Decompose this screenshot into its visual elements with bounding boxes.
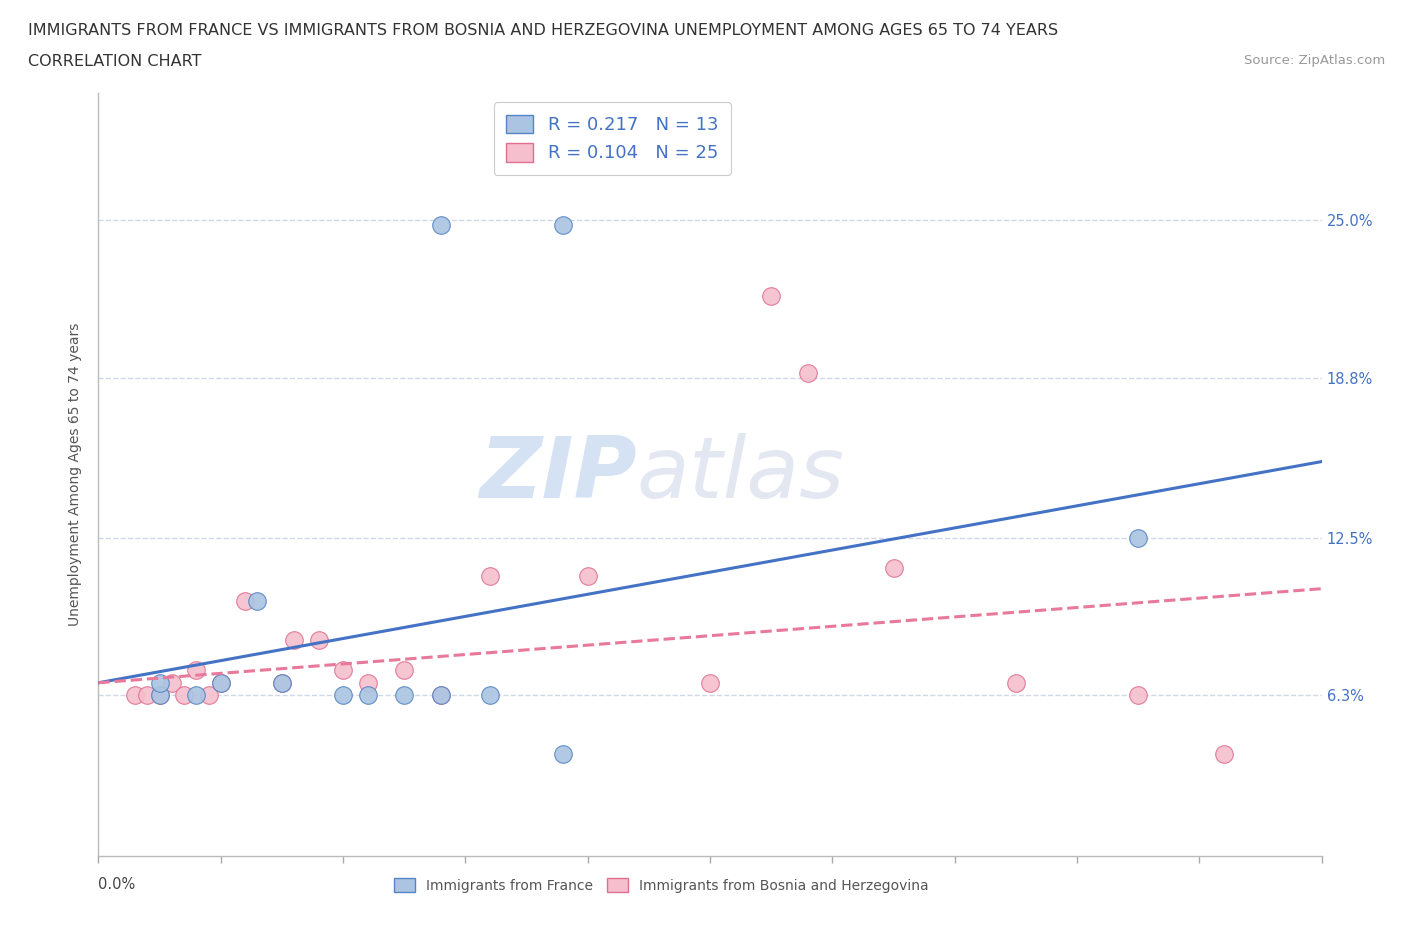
Point	[149, 688, 172, 703]
Point	[283, 632, 305, 647]
Text: CORRELATION CHART: CORRELATION CHART	[28, 54, 201, 69]
Point	[1128, 530, 1150, 545]
Point	[124, 688, 146, 703]
Point	[186, 662, 208, 677]
Point	[186, 688, 208, 703]
Point	[576, 568, 599, 583]
Text: IMMIGRANTS FROM FRANCE VS IMMIGRANTS FROM BOSNIA AND HERZEGOVINA UNEMPLOYMENT AM: IMMIGRANTS FROM FRANCE VS IMMIGRANTS FRO…	[28, 23, 1059, 38]
Point	[553, 218, 575, 232]
Point	[1212, 747, 1234, 762]
Point	[1004, 675, 1026, 690]
Point	[1128, 688, 1150, 703]
Point	[209, 675, 232, 690]
Point	[553, 747, 575, 762]
Point	[197, 688, 219, 703]
Text: atlas: atlas	[637, 432, 845, 516]
Text: 0.0%: 0.0%	[98, 877, 135, 892]
Point	[246, 594, 269, 609]
Point	[209, 675, 232, 690]
Point	[392, 688, 416, 703]
Point	[233, 594, 256, 609]
Point	[430, 688, 453, 703]
Point	[883, 561, 905, 576]
Point	[160, 675, 183, 690]
Point	[173, 688, 195, 703]
Point	[797, 365, 820, 380]
Y-axis label: Unemployment Among Ages 65 to 74 years: Unemployment Among Ages 65 to 74 years	[69, 323, 83, 626]
Legend: Immigrants from France, Immigrants from Bosnia and Herzegovina: Immigrants from France, Immigrants from …	[388, 872, 934, 898]
Point	[149, 688, 172, 703]
Point	[270, 675, 292, 690]
Point	[270, 675, 292, 690]
Point	[430, 218, 453, 232]
Point	[478, 688, 501, 703]
Point	[136, 688, 159, 703]
Point	[356, 675, 378, 690]
Point	[356, 688, 378, 703]
Text: ZIP: ZIP	[479, 432, 637, 516]
Point	[699, 675, 721, 690]
Point	[392, 662, 416, 677]
Point	[332, 662, 354, 677]
Point	[759, 289, 782, 304]
Point	[332, 688, 354, 703]
Text: Source: ZipAtlas.com: Source: ZipAtlas.com	[1244, 54, 1385, 67]
Point	[308, 632, 330, 647]
Point	[478, 568, 501, 583]
Point	[149, 675, 172, 690]
Point	[430, 688, 453, 703]
